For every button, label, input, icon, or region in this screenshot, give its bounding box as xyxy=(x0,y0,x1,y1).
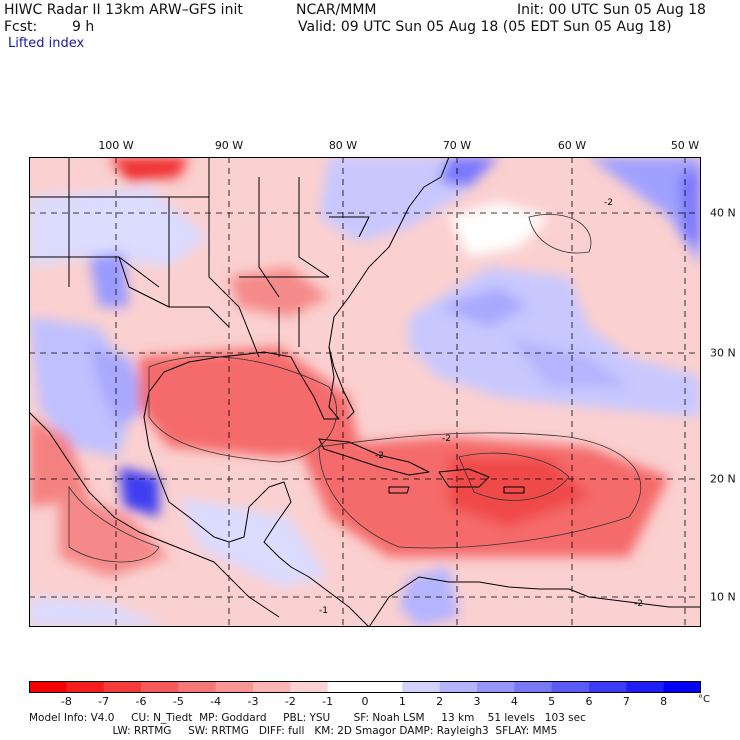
colorbar-tick-label: -3 xyxy=(247,695,259,708)
field-shading xyxy=(29,157,701,627)
model-info-line1: Model Info: V4.0 CU: N_Tiedt MP: Goddard… xyxy=(29,712,586,724)
colorbar-swatch xyxy=(253,681,291,693)
colorbar-tick-label: 3 xyxy=(473,695,481,708)
colorbar-tick-label: -7 xyxy=(98,695,110,708)
lat-label: 30 N xyxy=(710,346,736,360)
colorbar-swatch xyxy=(402,681,441,693)
colorbar-swatch xyxy=(178,681,217,693)
colorbar-tick-label: -1 xyxy=(322,695,334,708)
lifted-index-map: -2 -2 -2 -1 -2 xyxy=(29,157,701,627)
lat-lon-grid xyxy=(29,157,701,627)
model-info-line2: LW: RRTMG SW: RRTMG DIFF: full KM: 2D Sm… xyxy=(29,725,558,737)
colorbar-swatch xyxy=(551,681,590,693)
map-frame xyxy=(29,157,701,627)
colorbar-swatch xyxy=(626,681,665,693)
colorbar-tick-label: -6 xyxy=(135,695,147,708)
colorbar-swatch xyxy=(663,681,701,693)
colorbar-tick-label: -4 xyxy=(210,695,222,708)
colorbar-tick-label: 6 xyxy=(585,695,593,708)
forecast-label: Fcst: xyxy=(4,19,38,35)
colorbar xyxy=(29,681,701,693)
contour-label: -2 xyxy=(604,198,613,208)
lon-label: 90 W xyxy=(214,139,244,152)
contour-label: -2 xyxy=(442,434,451,444)
colorbar-tick-label: -2 xyxy=(284,695,296,708)
colorbar-swatch xyxy=(141,681,179,693)
colorbar-tick-label: 5 xyxy=(548,695,556,708)
contour-label: -2 xyxy=(375,451,384,461)
lon-label: 70 W xyxy=(442,139,472,152)
forecast-hour: 9 h xyxy=(72,19,95,35)
contours xyxy=(68,213,641,563)
center-label: NCAR/MMM xyxy=(296,2,377,18)
init-time: Init: 00 UTC Sun 05 Aug 18 xyxy=(517,2,706,18)
colorbar-swatch xyxy=(439,681,478,693)
colorbar-tick-label: 0 xyxy=(361,695,369,708)
lon-label: 80 W xyxy=(328,139,358,152)
colorbar-swatch xyxy=(365,681,403,693)
model-title: HIWC Radar II 13km ARW–GFS init xyxy=(4,2,243,18)
colorbar-tick-label: 7 xyxy=(622,695,630,708)
lon-label: 50 W xyxy=(670,139,700,152)
colorbar-tick-label: 8 xyxy=(660,695,668,708)
colorbar-frame xyxy=(29,681,701,693)
colorbar-swatch xyxy=(66,681,105,693)
coastlines xyxy=(29,157,701,627)
contour-label: -2 xyxy=(634,599,643,609)
lon-label: 60 W xyxy=(557,139,587,152)
colorbar-swatch xyxy=(477,681,515,693)
colorbar-swatch xyxy=(215,681,254,693)
colorbar-tick-label: 1 xyxy=(398,695,406,708)
lon-label: 100 W xyxy=(98,139,134,152)
colorbar-swatch xyxy=(327,681,366,693)
lat-label: 10 N xyxy=(710,590,736,604)
lat-label: 40 N xyxy=(710,206,736,220)
valid-time: Valid: 09 UTC Sun 05 Aug 18 (05 EDT Sun … xyxy=(298,19,672,35)
contour-label: -1 xyxy=(319,606,328,616)
colorbar-tick-label: -5 xyxy=(172,695,184,708)
colorbar-swatch xyxy=(103,681,142,693)
colorbar-tick-label: 4 xyxy=(510,695,518,708)
colorbar-swatch xyxy=(290,681,329,693)
field-name: Lifted index xyxy=(8,36,85,51)
colorbar-swatch xyxy=(514,681,553,693)
colorbar-swatch xyxy=(29,681,67,693)
colorbar-swatch xyxy=(589,681,627,693)
colorbar-tick-label: 2 xyxy=(436,695,444,708)
colorbar-unit: °C xyxy=(698,694,710,705)
lat-label: 20 N xyxy=(710,472,736,486)
colorbar-tick-label: -8 xyxy=(60,695,72,708)
